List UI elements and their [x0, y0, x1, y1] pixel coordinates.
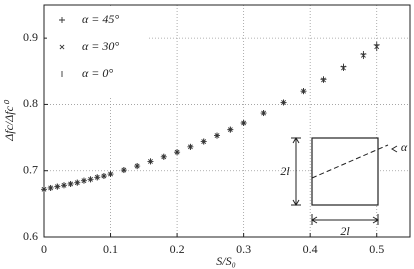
inset-angle-mark [391, 145, 398, 153]
inset-width-label: 2l [340, 224, 350, 238]
legend-label: α = 30° [82, 39, 119, 53]
inset-dashed-line [311, 144, 389, 179]
legend-label: α = 45° [82, 12, 119, 26]
y-tick-label: 0.9 [23, 30, 38, 44]
y-tick-label: 0.8 [23, 96, 38, 110]
x-tick-label: 0.3 [236, 242, 251, 256]
inset-height-label: 2l [280, 164, 290, 178]
y-tick-label: 0.7 [23, 162, 38, 176]
x-tick-label: 0.5 [369, 242, 384, 256]
inset: 2l 2l α [280, 137, 408, 238]
inset-angle-label: α [401, 140, 408, 154]
x-tick-label: 0.2 [170, 242, 185, 256]
y-tick-label: 0.6 [23, 229, 38, 243]
legend-box [47, 8, 147, 96]
plot-frame [43, 4, 411, 238]
legend-marker [59, 44, 65, 50]
x-tick-label: 0.4 [303, 242, 318, 256]
inset-square [311, 137, 379, 206]
x-axis-label: S/S₀ [216, 254, 236, 268]
x-tick-label: 0.1 [103, 242, 118, 256]
y-axis-label: Δfc/Δfc⁰ [2, 99, 16, 142]
inset-height-arrow [291, 137, 301, 206]
inset-width-arrow [311, 214, 379, 225]
x-tick-label: 0 [41, 242, 47, 256]
legend-marker [59, 17, 65, 23]
legend-label: α = 0° [82, 66, 113, 80]
